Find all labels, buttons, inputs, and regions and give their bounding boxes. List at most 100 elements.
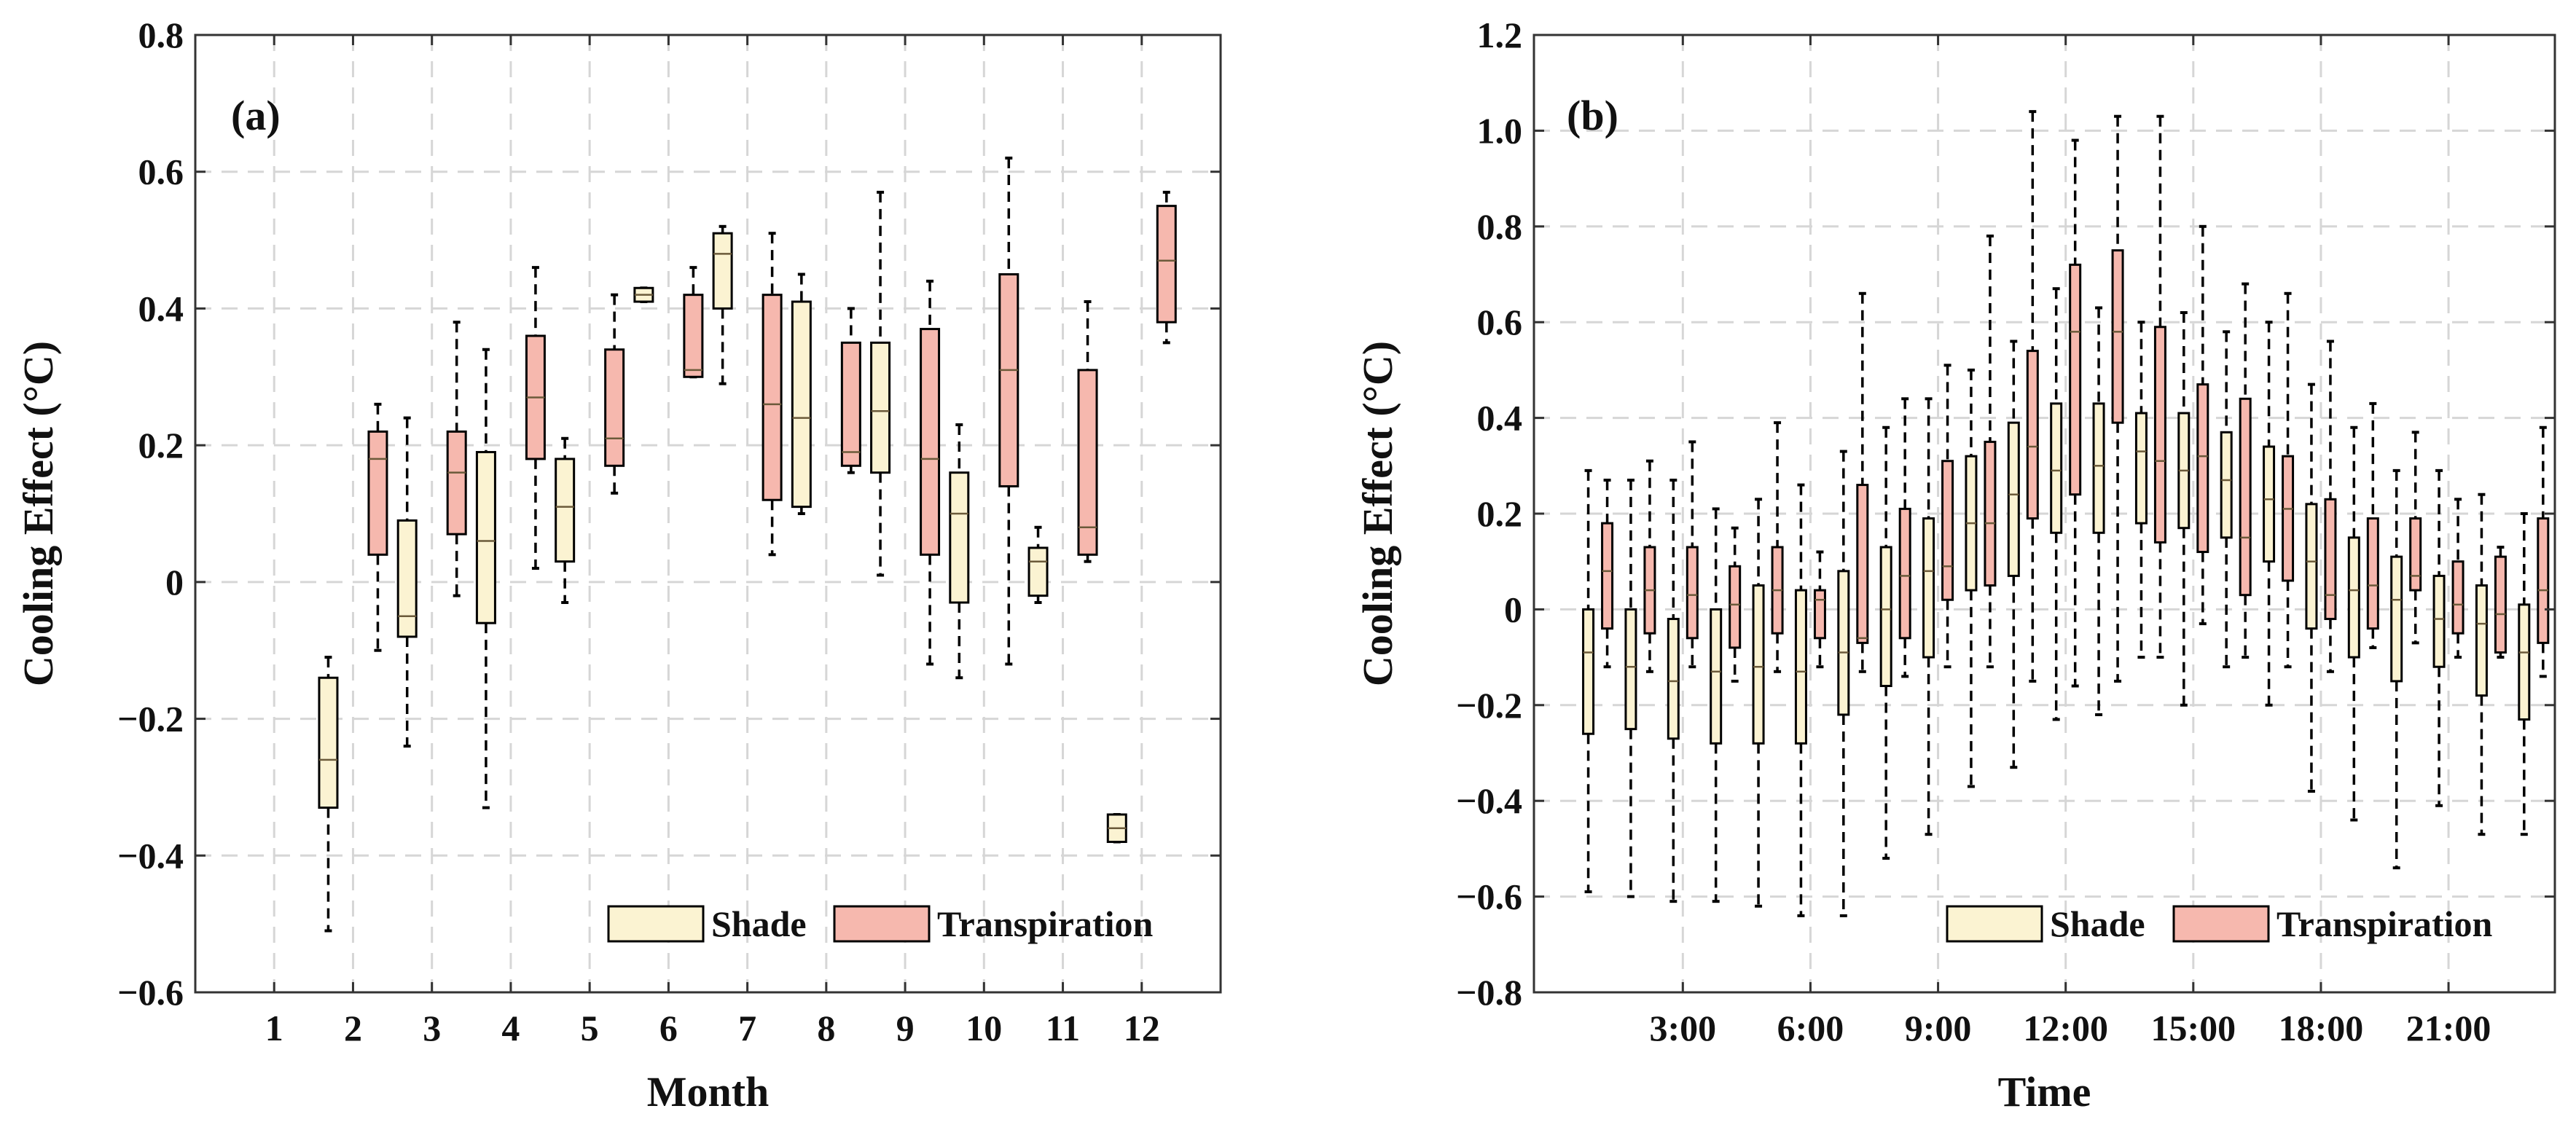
shade-box xyxy=(1582,468,1595,894)
y-tick-label: −0.8 xyxy=(1456,972,1522,1013)
y-axis-label: Cooling Effect (°C) xyxy=(1354,341,1401,686)
box-body xyxy=(1710,608,1723,745)
x-tick-label: 7 xyxy=(738,1008,756,1048)
transpiration-box xyxy=(1813,550,1826,669)
chart-a: −0.6−0.4−0.200.20.40.60.81 2 3 4 5 6 7 8 9 10 11 12… xyxy=(15,15,1222,1115)
box-body xyxy=(1601,522,1614,630)
transpiration-box xyxy=(1156,190,1177,345)
transpiration-box xyxy=(840,307,861,474)
box-body xyxy=(2451,560,2465,635)
legend-swatch-transpiration xyxy=(2172,905,2270,943)
shade-box xyxy=(2347,425,2360,822)
y-tick-label: 1.2 xyxy=(1477,15,1523,55)
box-body xyxy=(712,232,733,310)
transpiration-box xyxy=(2026,110,2039,683)
transpiration-box xyxy=(1729,526,1742,683)
x-tick-label: 8 xyxy=(817,1008,835,1048)
transpiration-box xyxy=(762,232,783,557)
box-body xyxy=(2366,517,2379,630)
box-body xyxy=(2196,383,2209,554)
shade-box xyxy=(2007,340,2020,769)
x-tick-label: 5 xyxy=(581,1008,599,1048)
transpiration-box xyxy=(1771,421,1784,673)
box-body xyxy=(998,273,1019,487)
shade-box xyxy=(1027,525,1049,605)
y-tick-label: −0.2 xyxy=(117,699,184,740)
x-axis-label: Month xyxy=(647,1068,770,1115)
y-tick-label: 0.8 xyxy=(1477,206,1523,247)
transpiration-box xyxy=(2196,224,2209,626)
box-body xyxy=(2026,350,2039,520)
y-tick-label: 1.0 xyxy=(1477,110,1523,151)
box-body xyxy=(2092,402,2105,534)
box-body xyxy=(2007,421,2020,577)
x-tick-label: 3:00 xyxy=(1649,1008,1716,1048)
chart-b: −0.8 −0.6 −0.4 −0.2 0 0.2 0.4 0.6 0.8 1.0 1.2 3:00 6… xyxy=(1354,15,2556,1115)
box-body xyxy=(2518,603,2531,721)
shade-box xyxy=(1624,479,1637,898)
shade-box xyxy=(2134,321,2148,659)
box-body xyxy=(2494,555,2507,654)
box-body xyxy=(2305,503,2318,630)
y-tick-label: 0.2 xyxy=(1477,493,1523,534)
transpiration-box xyxy=(2239,282,2252,659)
transpiration-box xyxy=(683,266,704,379)
legend: Shade Transpiration xyxy=(607,903,1154,944)
x-tick-label: 3 xyxy=(423,1008,441,1048)
box-body xyxy=(1879,546,1892,688)
box-body xyxy=(1077,369,1098,556)
box-body xyxy=(1837,570,1850,716)
box-body xyxy=(1941,460,1954,601)
box-body xyxy=(2263,445,2276,563)
box-body xyxy=(446,430,467,536)
legend-label-transpiration: Transpiration xyxy=(2276,903,2493,944)
shade-box xyxy=(1667,479,1680,903)
box-body xyxy=(2111,249,2124,424)
transpiration-box xyxy=(1601,479,1614,669)
y-tick-label: 0.2 xyxy=(138,425,184,466)
x-tick-label: 9 xyxy=(896,1008,915,1048)
transpiration-box xyxy=(1077,300,1098,563)
transpiration-box xyxy=(2153,114,2166,659)
transpiration-box xyxy=(2324,340,2337,673)
x-tick-label: 2 xyxy=(344,1008,362,1048)
x-tick-label: 10 xyxy=(966,1008,1002,1048)
transpiration-box xyxy=(2111,114,2124,683)
shade-box xyxy=(555,436,576,605)
legend-label-transpiration: Transpiration xyxy=(937,903,1154,944)
shade-box xyxy=(318,656,339,933)
y-tick-label: 0.8 xyxy=(138,15,184,55)
transpiration-box xyxy=(604,293,625,495)
box-body xyxy=(2347,536,2360,659)
box-body xyxy=(1624,608,1637,731)
shade-box xyxy=(2263,321,2276,707)
y-tick-label: 0.6 xyxy=(1477,302,1523,342)
shade-box xyxy=(2305,382,2318,793)
box-body xyxy=(2220,431,2233,539)
box-body xyxy=(2050,402,2063,534)
shade-box xyxy=(1794,483,1807,917)
box-body xyxy=(2239,397,2252,597)
shade-box xyxy=(633,286,654,304)
panel-label: (a) xyxy=(231,92,281,139)
shade-box xyxy=(2390,468,2403,870)
transpiration-box xyxy=(1898,397,1911,678)
transpiration-box xyxy=(1643,459,1656,673)
transpiration-box xyxy=(1941,364,1954,669)
y-tick-label: 0 xyxy=(1504,589,1522,629)
transpiration-box xyxy=(1686,440,1699,669)
shade-box xyxy=(2092,306,2105,716)
box-body xyxy=(555,458,576,563)
x-tick-label: 6 xyxy=(659,1008,678,1048)
box-body xyxy=(1729,565,1742,649)
box-body xyxy=(1898,507,1911,640)
shade-box xyxy=(2518,512,2531,836)
transpiration-box xyxy=(2069,138,2082,688)
shade-box xyxy=(475,348,496,809)
transpiration-box xyxy=(920,279,941,666)
x-tick-label: 9:00 xyxy=(1905,1008,1972,1048)
box-body xyxy=(604,348,625,467)
transpiration-box xyxy=(2451,498,2465,659)
shade-box xyxy=(2432,468,2446,807)
y-tick-label: 0.6 xyxy=(138,152,184,192)
